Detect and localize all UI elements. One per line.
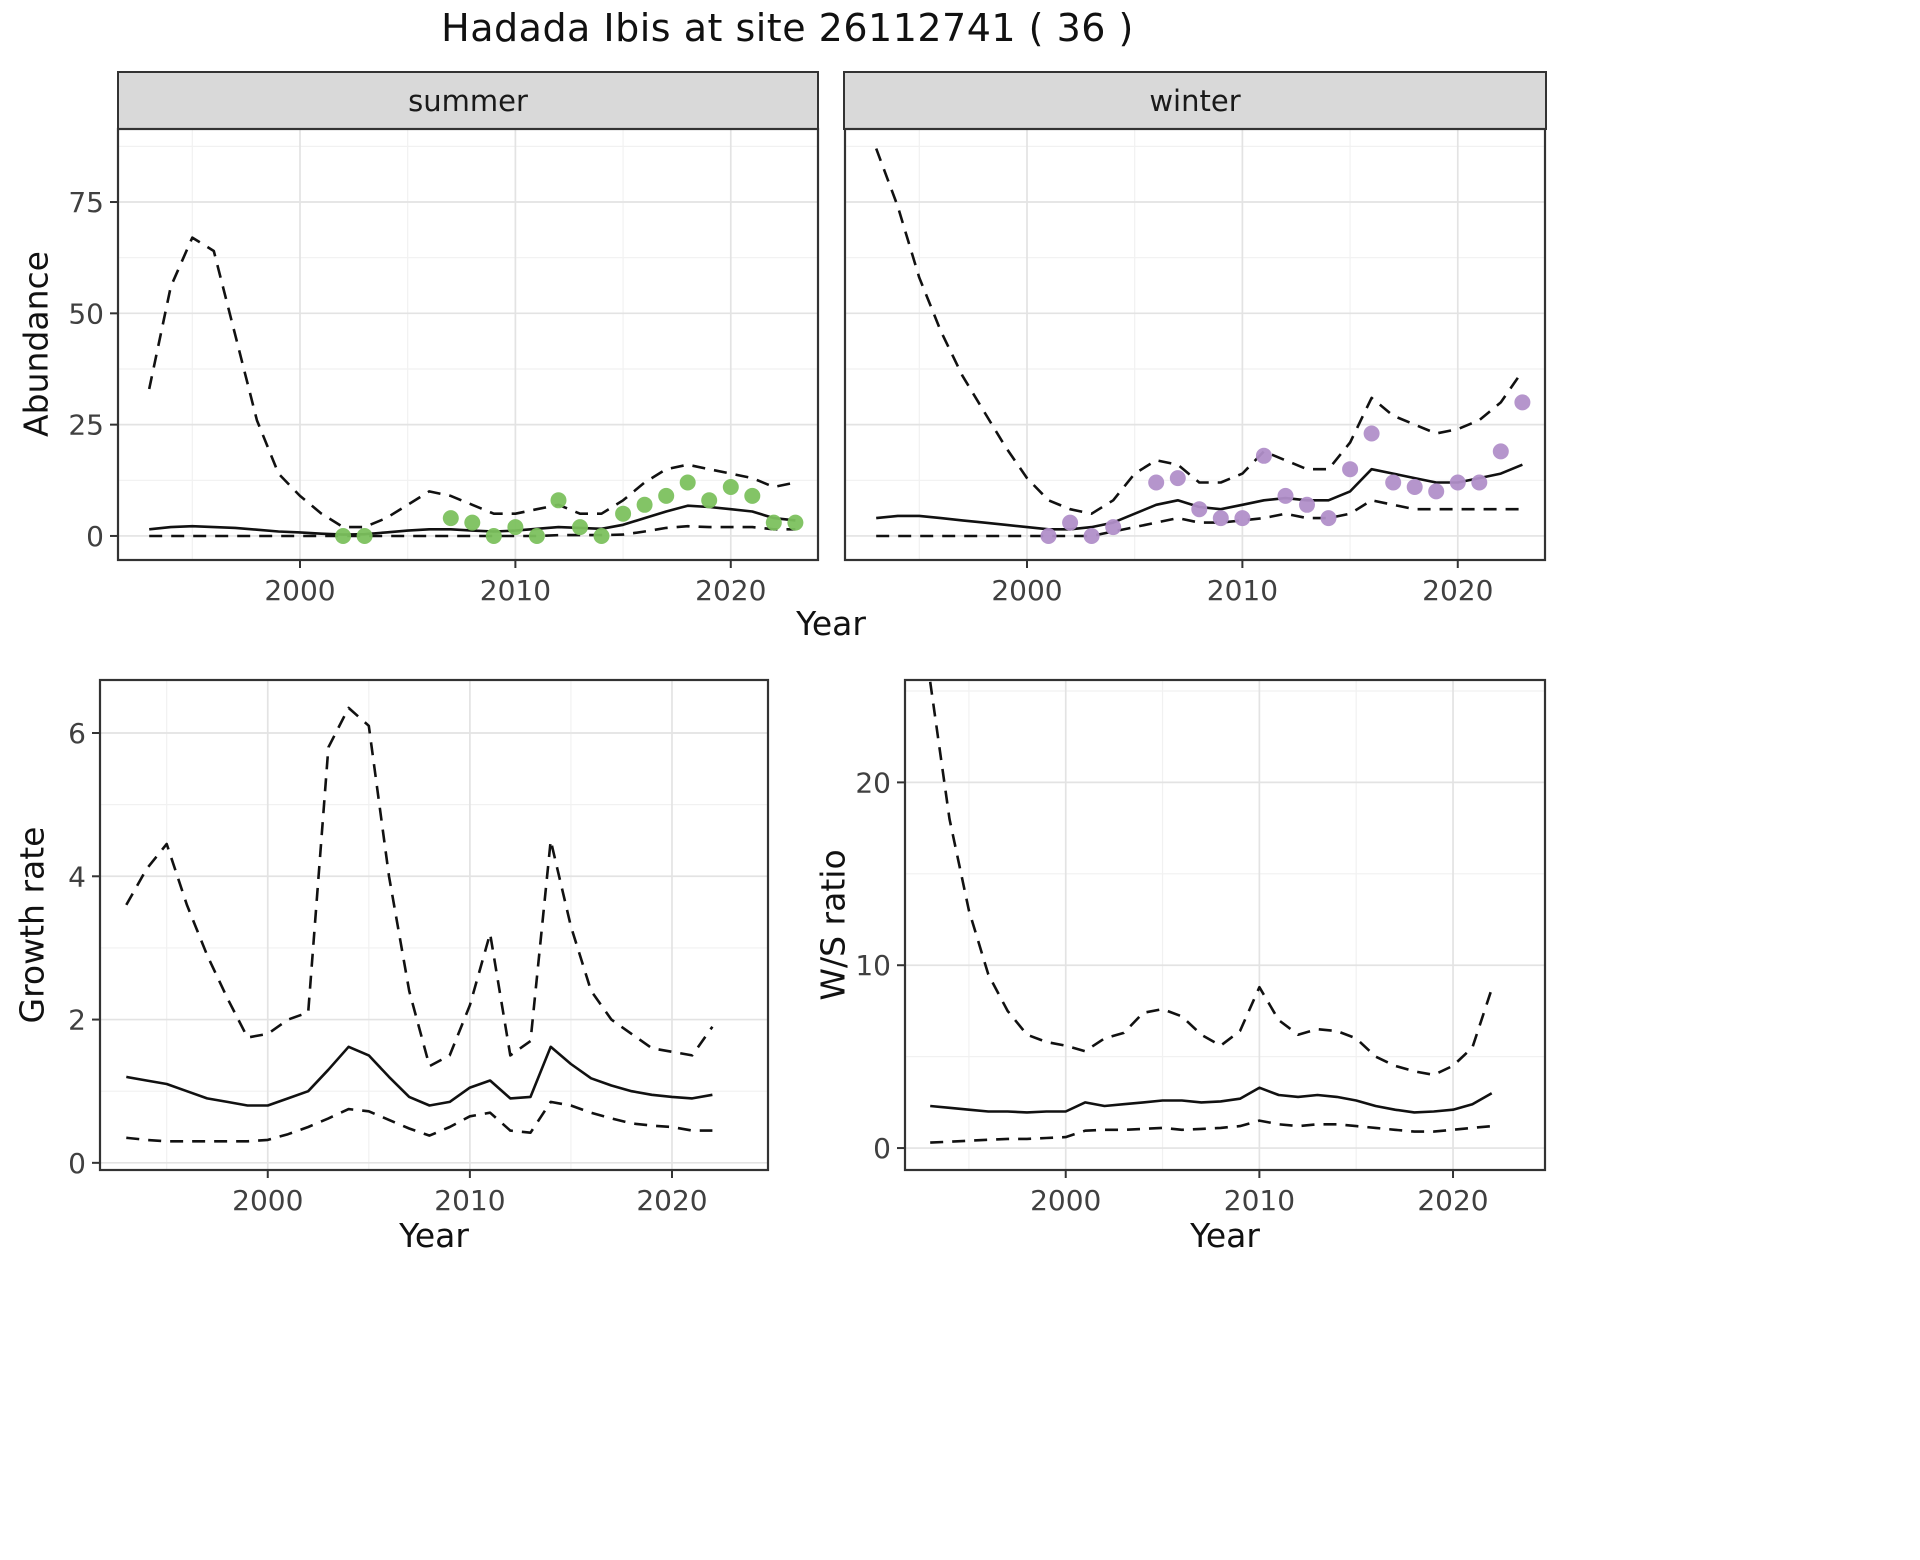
facet-strip-winter: winter: [843, 71, 1547, 130]
svg-text:2010: 2010: [1224, 1184, 1295, 1217]
svg-text:2020: 2020: [1422, 574, 1493, 607]
ws-ratio-x-axis-label: Year: [1190, 1216, 1260, 1255]
svg-text:75: 75: [68, 186, 104, 219]
winter-abundance-plot: 2000 2010 2020: [843, 127, 1547, 607]
svg-text:2000: 2000: [232, 1184, 303, 1217]
facet-strip-summer-label: summer: [408, 83, 528, 118]
svg-text:2000: 2000: [264, 574, 335, 607]
ws-ratio-plot: 2000 2010 2020 0 10 20: [855, 678, 1547, 1217]
svg-text:0: 0: [86, 520, 104, 553]
svg-text:0: 0: [873, 1132, 891, 1165]
facet-strip-summer: summer: [117, 71, 819, 130]
svg-text:2010: 2010: [1207, 574, 1278, 607]
svg-text:4: 4: [68, 860, 86, 893]
shared-x-axis-label: Year: [796, 604, 866, 643]
svg-text:25: 25: [68, 409, 104, 442]
svg-text:0: 0: [68, 1147, 86, 1180]
svg-text:2010: 2010: [480, 574, 551, 607]
facet-strip-winter-label: winter: [1149, 83, 1241, 118]
growth-rate-plot: 2000 2010 2020 0 2 4 6: [68, 678, 770, 1217]
svg-text:2000: 2000: [1030, 1184, 1101, 1217]
svg-text:6: 6: [68, 717, 86, 750]
svg-text:10: 10: [855, 949, 891, 982]
svg-text:20: 20: [855, 766, 891, 799]
growth-rate-y-axis-label: Growth rate: [12, 826, 52, 1024]
svg-text:2020: 2020: [636, 1184, 707, 1217]
svg-text:2020: 2020: [695, 574, 766, 607]
growth-rate-x-axis-label: Year: [399, 1216, 469, 1255]
summer-abundance-plot: 2000 2010 2020 0 25 50 75: [68, 127, 820, 607]
svg-text:2020: 2020: [1417, 1184, 1488, 1217]
svg-text:2: 2: [68, 1004, 86, 1037]
page-title: Hadada Ibis at site 26112741 ( 36 ): [441, 6, 1134, 50]
svg-text:2010: 2010: [434, 1184, 505, 1217]
svg-text:2000: 2000: [991, 574, 1062, 607]
ws-ratio-y-axis-label: W/S ratio: [813, 849, 853, 1001]
svg-text:50: 50: [68, 297, 104, 330]
